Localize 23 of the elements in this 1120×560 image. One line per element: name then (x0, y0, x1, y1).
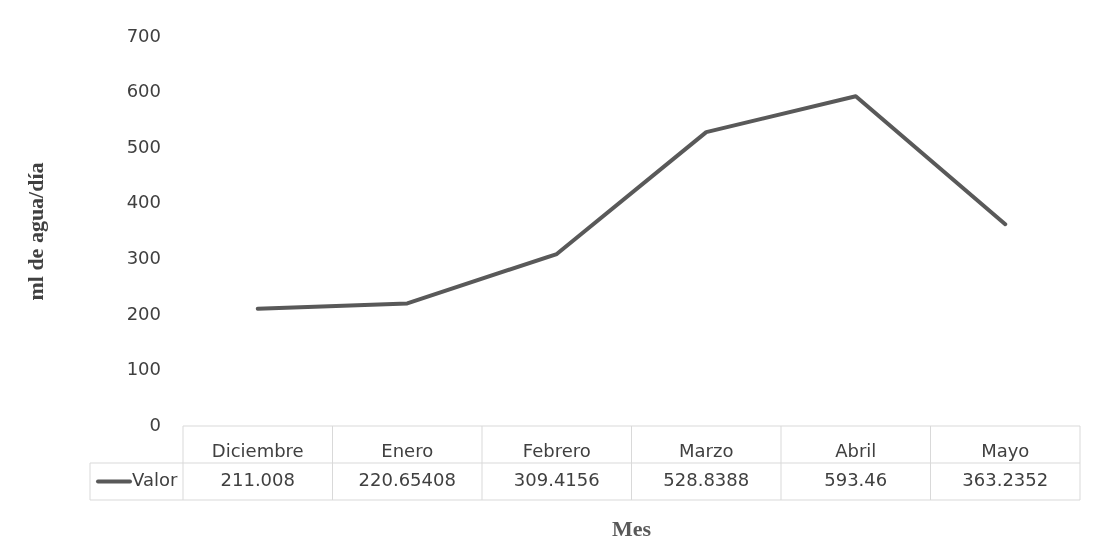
y-tick-label: 100 (126, 358, 161, 380)
legend-label: Valor (132, 469, 178, 491)
y-tick-label: 200 (126, 302, 161, 324)
y-axis-title: ml de agua/día (22, 162, 48, 301)
data-label: 211.008 (220, 469, 295, 491)
data-label: 309.4156 (513, 469, 600, 491)
data-label: 220.65408 (358, 469, 456, 491)
x-tick-label: Mayo (981, 440, 1030, 462)
y-tick-label: 0 (149, 413, 161, 435)
y-tick-label: 300 (126, 246, 161, 268)
data-label: 528.8388 (663, 469, 750, 491)
y-tick-label: 500 (126, 135, 161, 157)
y-tick-label: 700 (126, 24, 161, 46)
x-tick-label: Marzo (679, 440, 734, 462)
data-label: 363.2352 (962, 469, 1049, 491)
x-tick-label: Diciembre (211, 440, 304, 462)
x-tick-label: Abril (835, 440, 877, 462)
x-tick-label: Enero (381, 440, 434, 462)
x-axis-title: Mes (611, 515, 652, 541)
data-label: 593.46 (824, 469, 888, 491)
y-tick-label: 400 (126, 191, 161, 213)
x-tick-label: Febrero (522, 440, 591, 462)
y-tick-label: 600 (126, 80, 161, 102)
